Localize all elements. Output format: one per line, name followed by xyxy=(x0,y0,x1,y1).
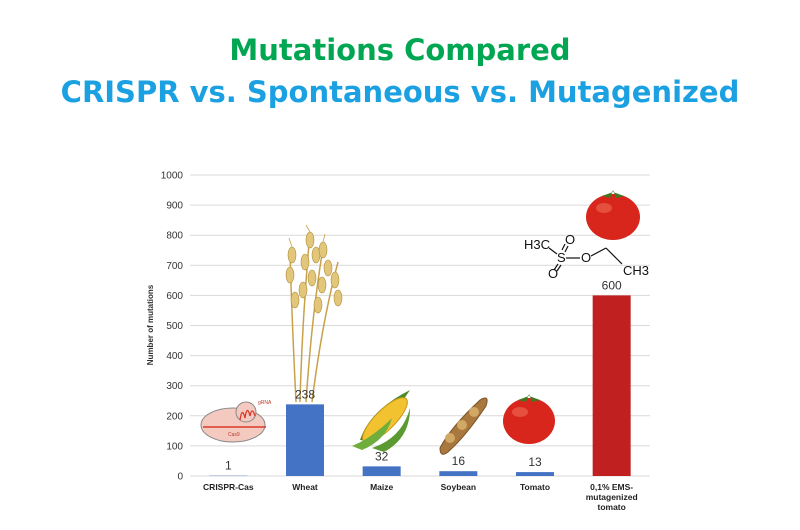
grna-label: gRNA xyxy=(258,400,272,406)
y-tick-label: 600 xyxy=(166,291,183,302)
data-label: 238 xyxy=(295,387,315,401)
y-tick-label: 700 xyxy=(166,261,183,272)
y-tick-label: 500 xyxy=(166,321,183,332)
data-label: 16 xyxy=(452,454,466,468)
category-label: Tomato xyxy=(520,482,550,492)
data-label: 1 xyxy=(225,459,232,473)
molecule-ch3: CH3 xyxy=(623,263,649,278)
bar-wheat xyxy=(286,404,324,476)
y-tick-label: 200 xyxy=(166,411,183,422)
wheat-icon xyxy=(285,224,343,403)
category-label: mutagenized xyxy=(586,492,638,502)
tomato-icon xyxy=(503,394,555,444)
molecule-o-ester: O xyxy=(581,250,591,265)
y-tick-labels: 0 100 200 300 400 500 600 700 800 900 1000 xyxy=(161,171,184,483)
bar-soybean xyxy=(439,471,478,476)
cas9-label: Cas9 xyxy=(228,432,240,438)
category-label: Maize xyxy=(370,482,393,492)
page-title: Mutations Compared xyxy=(229,33,571,67)
bar-0-1-ems-mutagenized-tomato xyxy=(592,295,631,476)
category-label: Wheat xyxy=(292,482,318,492)
y-tick-label: 1000 xyxy=(161,171,184,182)
data-label: 32 xyxy=(375,449,389,463)
molecule-h3c: H3C xyxy=(524,237,550,252)
y-axis-label: Number of mutations xyxy=(146,284,155,365)
page-subtitle: CRISPR vs. Spontaneous vs. Mutagenized xyxy=(60,75,740,109)
data-label: 600 xyxy=(602,278,622,292)
data-labels: 1 238 32 16 13 600 xyxy=(225,278,622,472)
category-label: CRISPR-Cas xyxy=(203,482,254,492)
y-tick-label: 100 xyxy=(166,441,183,452)
title-block: Mutations Compared CRISPR vs. Spontaneou… xyxy=(0,30,800,114)
category-label: 0,1% EMS- xyxy=(590,482,633,492)
category-label: tomato xyxy=(597,502,625,512)
cas9-diagram-icon: Cas9 gRNA xyxy=(200,400,272,443)
category-label: Soybean xyxy=(441,482,476,492)
soybean-icon xyxy=(439,397,488,455)
data-label: 13 xyxy=(528,455,542,469)
bar-tomato xyxy=(516,472,554,476)
y-tick-label: 800 xyxy=(166,231,183,242)
grid-lines xyxy=(190,174,650,477)
y-tick-label: 900 xyxy=(166,201,183,212)
maize-icon xyxy=(352,390,410,452)
molecule-o-bottom: O xyxy=(548,266,558,281)
bars xyxy=(209,295,631,476)
y-tick-label: 300 xyxy=(166,381,183,392)
molecule-o-top: O xyxy=(565,232,575,247)
ems-molecule-icon: H3C S O O O CH3 xyxy=(524,190,649,281)
bar-maize xyxy=(362,466,401,476)
y-tick-label: 0 xyxy=(177,472,183,483)
molecule-s: S xyxy=(557,250,566,265)
category-labels: CRISPR-Cas Wheat Maize Soybean Tomato 0,1% EM… xyxy=(203,482,638,512)
y-tick-label: 400 xyxy=(166,351,183,362)
